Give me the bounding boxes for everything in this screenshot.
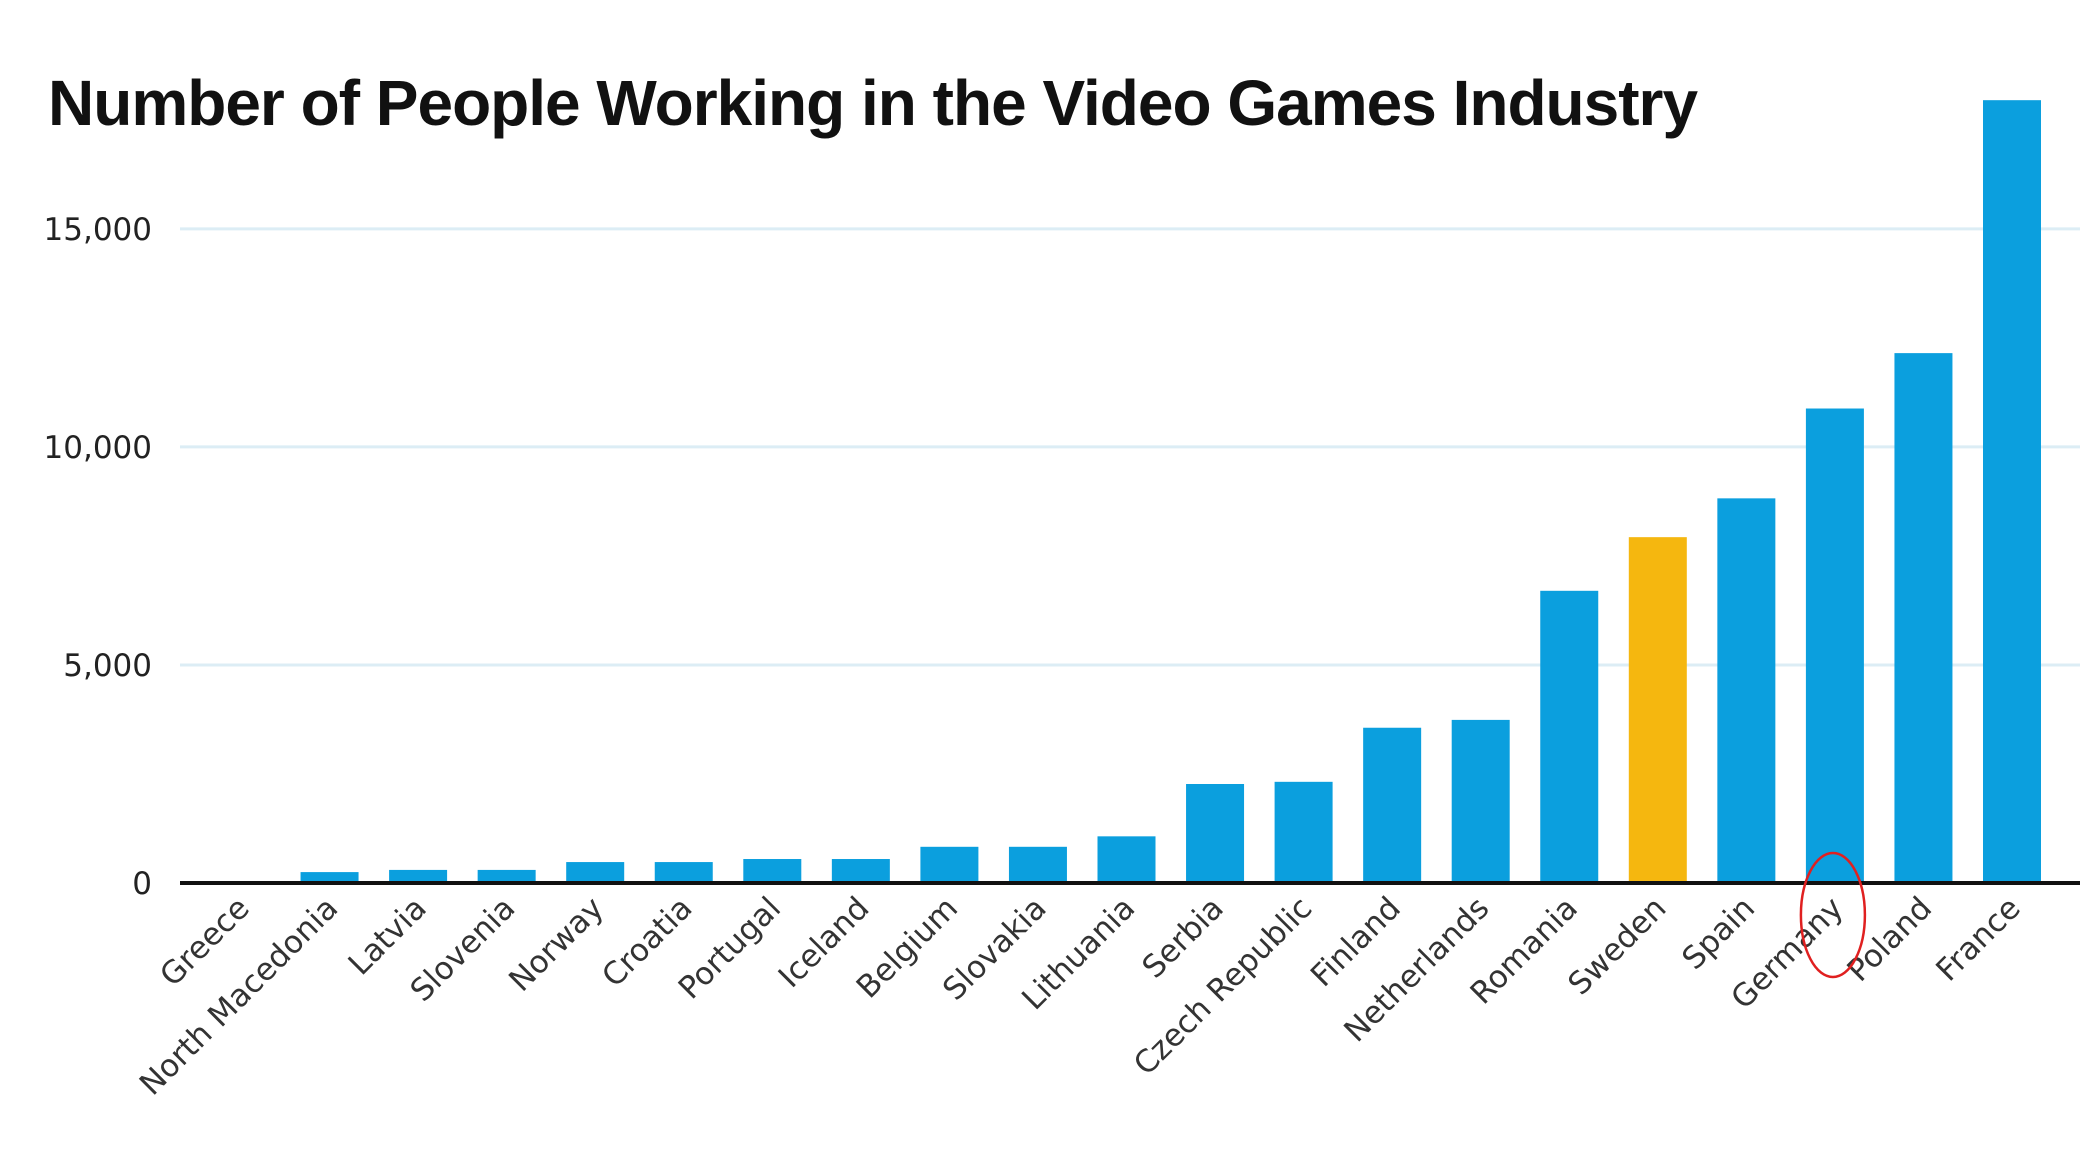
bar-slovakia <box>1008 846 1067 883</box>
bar-finland <box>1363 727 1422 883</box>
y-tick-label: 10,000 <box>44 430 152 466</box>
chart-title: Number of People Working in the Video Ga… <box>48 67 1698 139</box>
bar-north-macedonia <box>300 872 359 883</box>
bar-belgium <box>920 846 979 883</box>
bar-serbia <box>1186 784 1245 883</box>
bar-france <box>1983 100 2041 884</box>
bar-poland <box>1894 353 1953 883</box>
bar-czech-republic <box>1274 781 1333 883</box>
bar-sweden <box>1628 537 1687 883</box>
x-tick-label: Spain <box>1675 890 1762 977</box>
bar-germany <box>1805 408 1864 883</box>
bar-lithuania <box>1097 836 1156 883</box>
bar-slovenia <box>477 869 536 883</box>
x-tick-label: Poland <box>1840 890 1939 989</box>
x-tick-label: France <box>1929 890 2027 988</box>
x-tick-label: Norway <box>502 890 611 999</box>
y-tick-label: 0 <box>132 866 152 902</box>
bar-norway <box>566 862 625 883</box>
bar-romania <box>1540 590 1599 883</box>
bar-iceland <box>831 859 890 883</box>
bar-latvia <box>389 869 448 883</box>
bar-spain <box>1717 498 1776 883</box>
bar-netherlands <box>1451 719 1510 883</box>
bar-croatia <box>654 862 713 883</box>
annotation-ellipse <box>1799 851 1867 979</box>
y-tick-label: 5,000 <box>63 648 152 684</box>
y-tick-label: 15,000 <box>44 212 152 248</box>
x-tick-label: Sweden <box>1561 890 1673 1002</box>
bar-portugal <box>743 859 802 883</box>
